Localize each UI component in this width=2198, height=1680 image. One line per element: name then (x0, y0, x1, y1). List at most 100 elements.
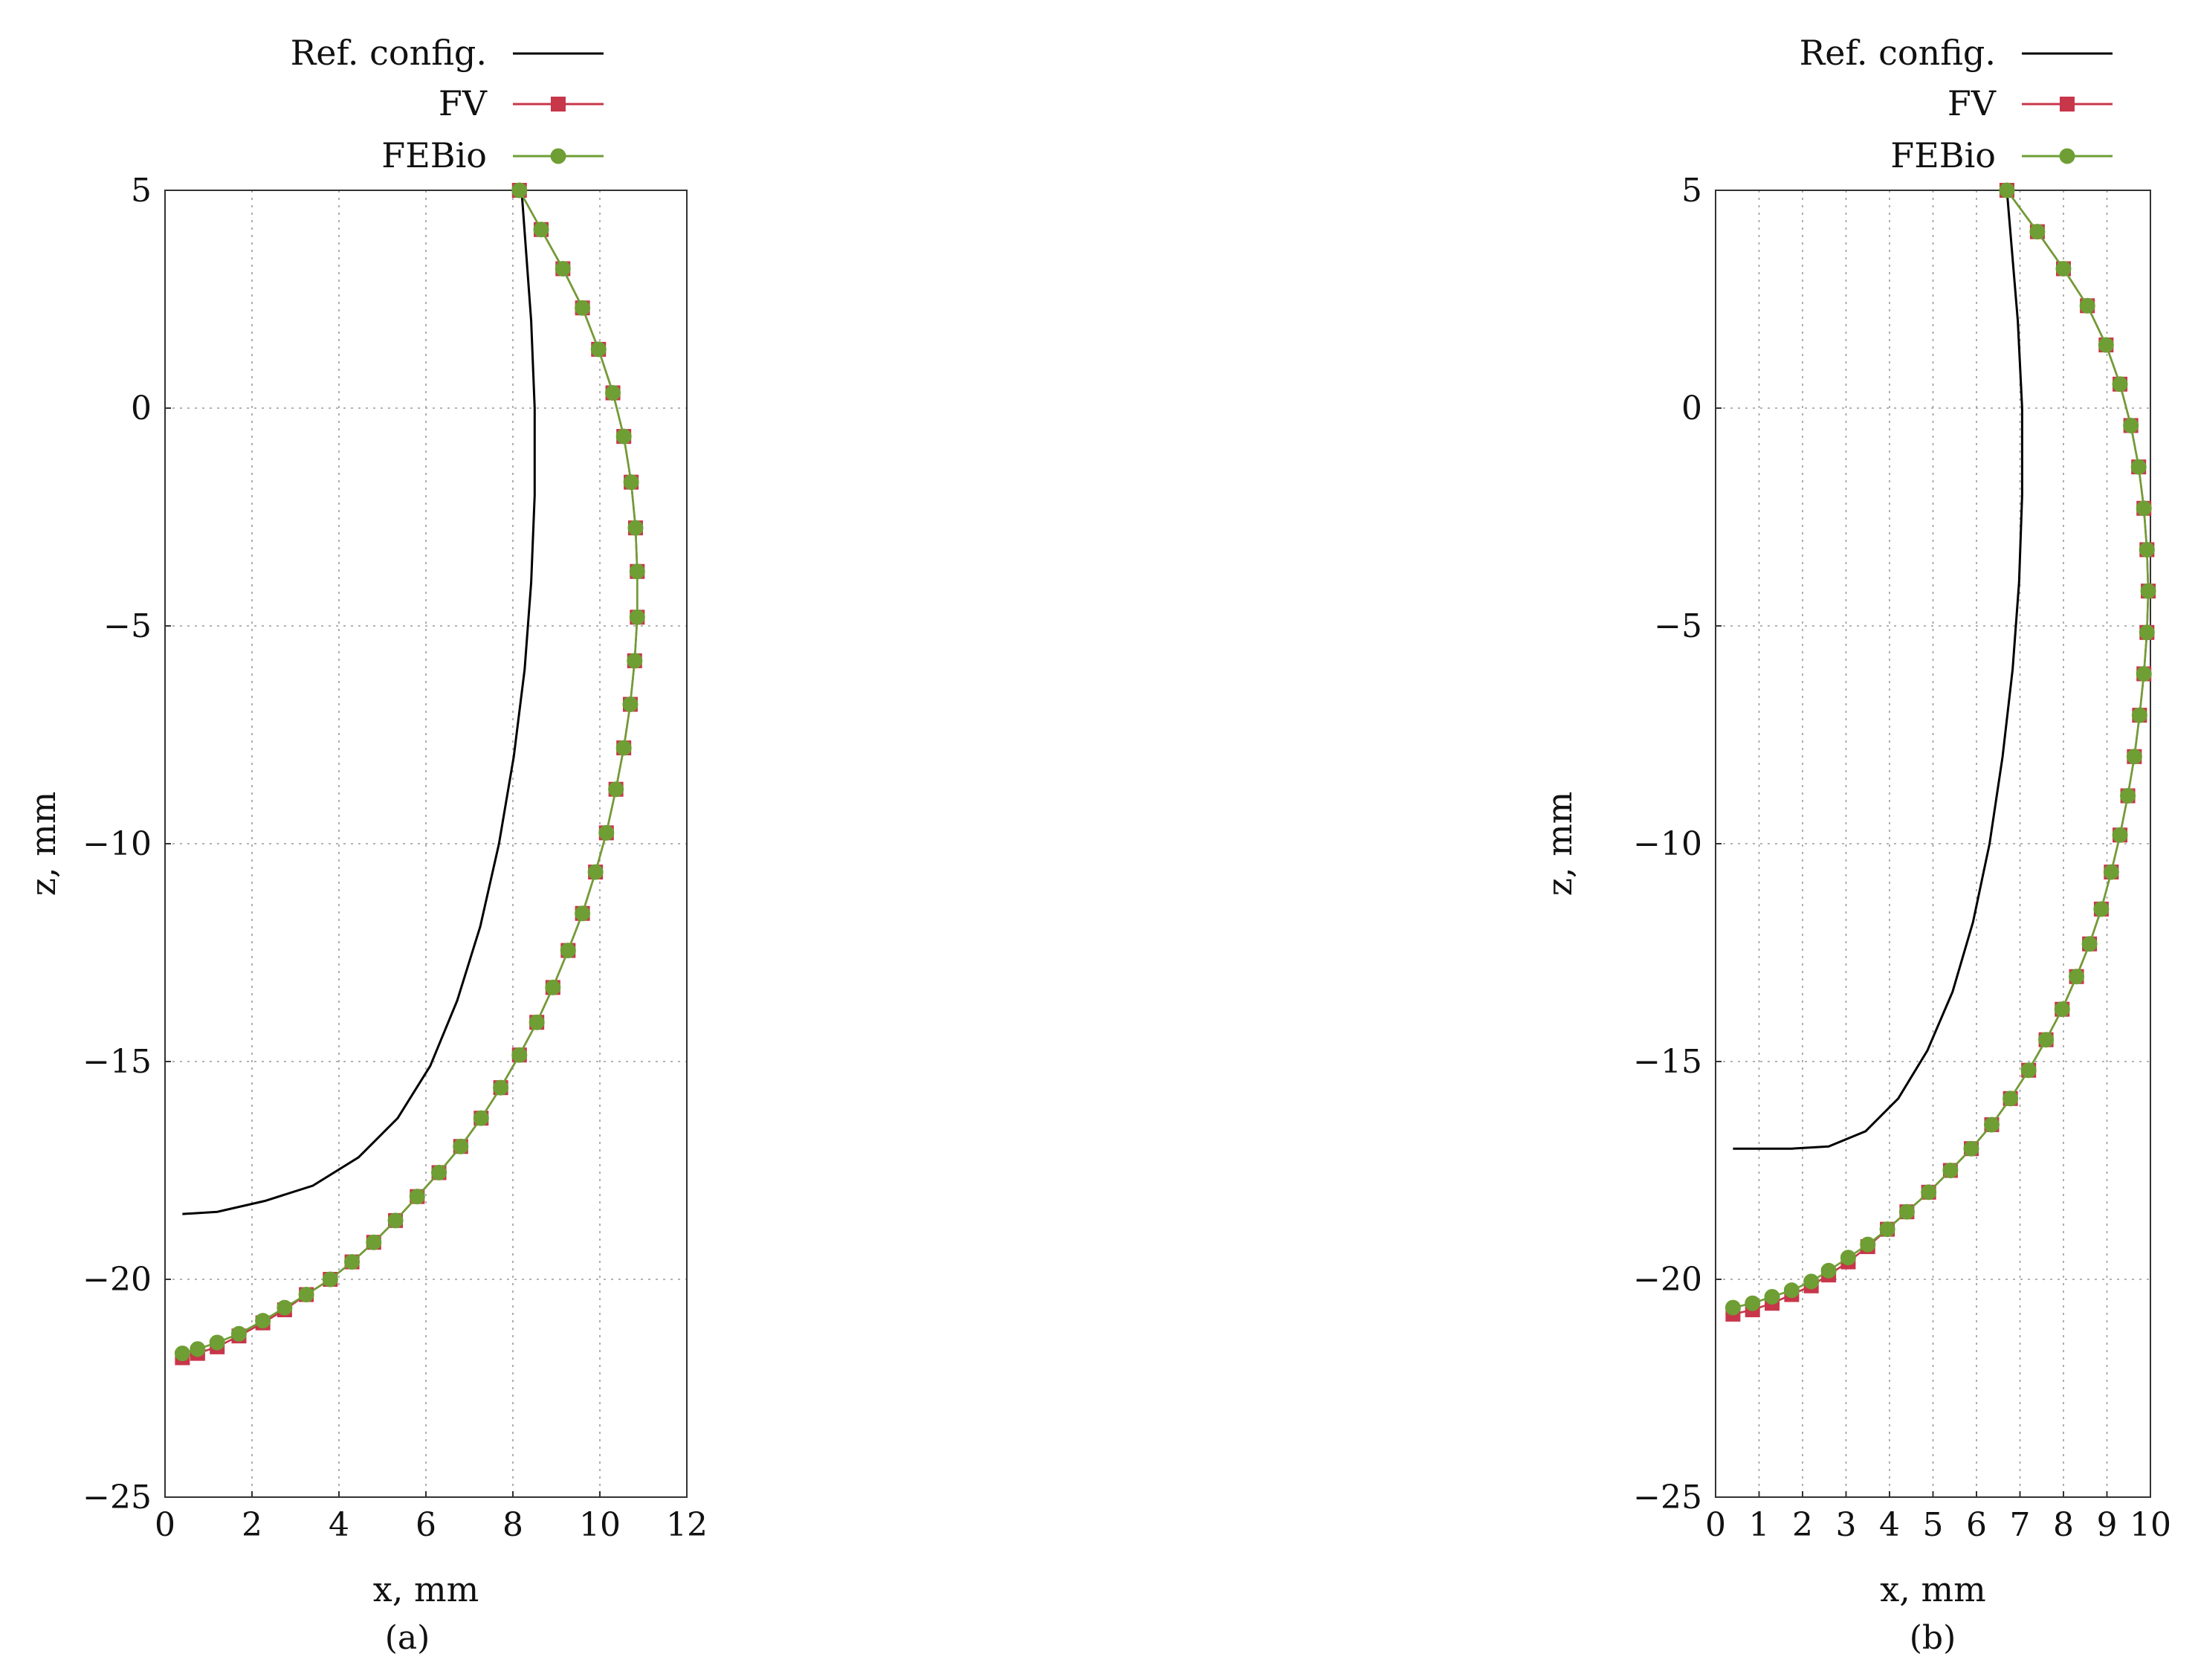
data-point-circle (298, 1287, 314, 1303)
chart-panel-a: 0 2 4 6 8 10 12 5 0 −5 −10 −15 −20 −25 x, mm z, mm Re… (23, 33, 708, 1657)
data-point-circle (1803, 1273, 1820, 1290)
panel-caption-a: (a) (385, 1619, 430, 1657)
series-febio (174, 182, 645, 1362)
data-point-circle (533, 222, 549, 238)
data-point-circle (629, 609, 645, 625)
data-point-circle (2112, 376, 2128, 392)
data-point-circle (2131, 707, 2147, 723)
data-point-circle (2139, 541, 2155, 558)
series-febio (1725, 182, 2156, 1316)
series-ref-config (182, 190, 536, 1215)
legend-label: Ref. config. (291, 33, 487, 73)
data-point-circle (2136, 500, 2152, 517)
data-point-circle (2130, 459, 2147, 475)
data-point-circle (473, 1110, 489, 1126)
data-point-circle (1879, 1221, 1895, 1238)
x-axis-label: x, mm (1880, 1569, 1985, 1609)
x-tick-label: 9 (2097, 1506, 2118, 1544)
series-line (1733, 190, 2023, 1150)
x-tick-label: 8 (2053, 1506, 2074, 1544)
x-tick-label: 4 (1879, 1506, 1900, 1544)
x-tick-label: 0 (1705, 1506, 1726, 1544)
data-point-circle (2123, 417, 2139, 433)
y-axis-label: z, mm (1539, 792, 1580, 896)
data-point-circle (387, 1212, 404, 1229)
x-tick-label: 10 (2130, 1506, 2171, 1544)
panel-caption-b: (b) (1910, 1619, 1956, 1657)
x-tick-label: 2 (242, 1506, 262, 1544)
series-line (182, 190, 536, 1215)
data-point-circle (629, 563, 645, 580)
data-point-circle (555, 260, 571, 277)
data-point-circle (230, 1325, 247, 1342)
x-tick-label: 4 (329, 1506, 349, 1544)
x-tick-label: 8 (502, 1506, 523, 1544)
data-point-circle (529, 1014, 545, 1030)
data-point-circle (1963, 1140, 1979, 1157)
legend-marker-square (551, 97, 566, 112)
data-point-circle (605, 384, 621, 401)
data-point-circle (587, 864, 604, 880)
data-point-circle (2055, 260, 2072, 277)
y-tick-label: −25 (83, 1479, 152, 1516)
x-tick-label: 10 (579, 1506, 621, 1544)
data-point-circle (174, 1345, 190, 1362)
data-point-circle (622, 696, 639, 712)
grid-lines (165, 190, 687, 1497)
data-point-circle (1820, 1262, 1837, 1279)
data-point-circle (2098, 337, 2114, 353)
data-point-circle (575, 905, 591, 922)
legend-entry: FV (1948, 83, 2113, 123)
y-tick-label: −25 (1633, 1479, 1702, 1516)
data-point-circle (1745, 1295, 1761, 1311)
data-point-circle (2093, 901, 2110, 917)
data-point-circle (1942, 1163, 1959, 1178)
legend-label: Ref. config. (1800, 33, 1996, 73)
data-point-circle (344, 1254, 361, 1270)
data-point-circle (190, 1341, 206, 1357)
data-point-circle (2038, 1032, 2055, 1048)
data-point-circle (627, 653, 643, 669)
x-tick-label: 5 (1923, 1506, 1944, 1544)
data-point-circle (575, 300, 591, 316)
y-tick-label: −15 (83, 1043, 152, 1081)
series-line (1733, 190, 2150, 1309)
data-point-circle (1999, 182, 2015, 198)
data-point-circle (409, 1189, 425, 1205)
data-point-circle (615, 740, 632, 756)
legend-entry: FEBio (381, 135, 604, 175)
data-point-circle (2139, 624, 2155, 641)
data-point-circle (1860, 1236, 1876, 1253)
data-point-circle (277, 1299, 293, 1316)
data-point-circle (1898, 1204, 1915, 1220)
data-point-circle (1921, 1184, 1937, 1201)
x-tick-label: 7 (2010, 1506, 2031, 1544)
data-point-circle (2081, 936, 2098, 952)
data-point-circle (453, 1138, 469, 1154)
data-point-circle (590, 341, 607, 358)
data-point-circle (2054, 1001, 2070, 1018)
x-tick-label: 2 (1792, 1506, 1813, 1544)
y-tick-label: −5 (1654, 607, 1702, 645)
legend-marker-circle (550, 148, 566, 164)
legend-label: FEBio (381, 135, 487, 175)
data-point-circle (627, 520, 644, 536)
series-line (1733, 190, 2150, 1316)
y-tick-label: −10 (83, 825, 152, 863)
series-line (182, 190, 639, 1359)
legend-label: FEBio (1890, 135, 1996, 175)
legend-label: FV (1948, 83, 1997, 123)
legend: Ref. config. FV FEBio (1800, 33, 2113, 175)
data-point-circle (2103, 864, 2119, 880)
data-point-circle (493, 1079, 509, 1096)
data-point-circle (255, 1313, 271, 1329)
x-axis-label: x, mm (373, 1569, 479, 1609)
series-fv (1725, 183, 2156, 1322)
data-point-circle (511, 1047, 528, 1063)
data-point-circle (2126, 749, 2142, 765)
x-tick-label: 6 (416, 1506, 436, 1544)
y-tick-label: 5 (1681, 172, 1702, 210)
data-point-circle (322, 1271, 338, 1288)
data-point-circle (615, 428, 632, 445)
